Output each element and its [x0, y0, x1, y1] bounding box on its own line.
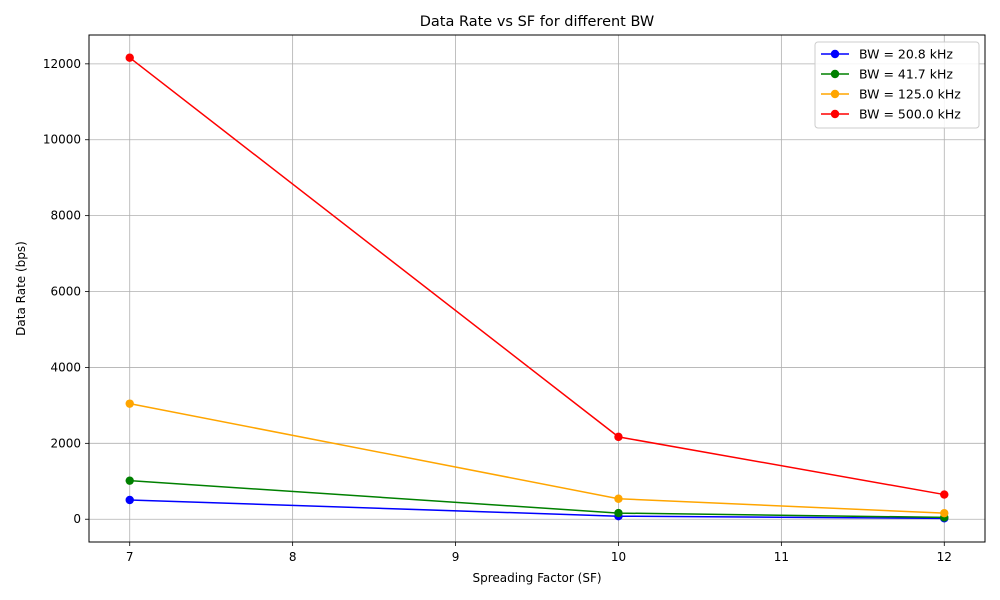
legend-marker: [830, 89, 840, 99]
x-tick-label: 7: [126, 550, 134, 564]
y-tick-label: 10000: [43, 133, 81, 147]
x-tick-label: 11: [774, 550, 789, 564]
y-axis-label: Data Rate (bps): [14, 241, 28, 336]
legend-marker: [830, 69, 840, 79]
legend-label: BW = 20.8 kHz: [859, 47, 953, 62]
data-point: [614, 508, 623, 518]
data-point: [125, 53, 134, 62]
data-point: [614, 494, 623, 503]
grid: [89, 35, 985, 542]
data-point: [614, 432, 623, 442]
legend-marker: [830, 49, 840, 59]
y-tick-label: 0: [73, 512, 81, 526]
legend-label: BW = 41.7 kHz: [859, 67, 953, 82]
y-tick-label: 12000: [43, 57, 81, 71]
data-point: [125, 495, 134, 505]
legend-box: [814, 41, 980, 129]
axis-ticks: 7 8 9 10 11 12 0 2000 4000 6000 8000 10000 12000: [43, 57, 952, 564]
y-tick-label: 6000: [50, 285, 81, 299]
chart-title: Data Rate vs SF for different BW: [420, 14, 655, 30]
x-tick-label: 10: [611, 550, 626, 564]
data-point: [940, 508, 949, 518]
legend: BW = 20.8 kHz BW = 41.7 kHz BW = 125.0 kHz…: [814, 41, 980, 129]
data-point: [940, 490, 949, 499]
x-tick-label: 12: [937, 550, 952, 564]
legend-label: BW = 125.0 kHz: [859, 87, 961, 102]
data-point: [125, 399, 134, 408]
data-point: [125, 476, 134, 485]
y-tick-label: 2000: [50, 436, 81, 450]
x-axis-label: Spreading Factor (SF): [472, 571, 601, 585]
legend-label: BW = 500.0 kHz: [859, 107, 961, 122]
x-tick-label: 8: [289, 550, 297, 564]
x-tick-label: 9: [452, 550, 460, 564]
y-tick-label: 4000: [50, 360, 81, 374]
plot-frame: [88, 34, 986, 543]
y-tick-label: 8000: [50, 209, 81, 223]
series-lines: [125, 53, 949, 523]
legend-marker: [830, 109, 840, 119]
